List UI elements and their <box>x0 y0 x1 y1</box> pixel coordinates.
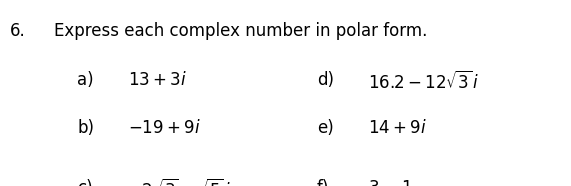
Text: d): d) <box>317 71 334 89</box>
Text: 6.: 6. <box>10 22 26 40</box>
Text: $\dfrac{3}{4}-\dfrac{1}{5}\,i$: $\dfrac{3}{4}-\dfrac{1}{5}\,i$ <box>368 179 423 186</box>
Text: $14+9i$: $14+9i$ <box>368 119 427 137</box>
Text: $13+3i$: $13+3i$ <box>128 71 187 89</box>
Text: $-2\sqrt{3}-\sqrt{5}\,i$: $-2\sqrt{3}-\sqrt{5}\,i$ <box>128 179 231 186</box>
Text: Express each complex number in polar form.: Express each complex number in polar for… <box>54 22 428 40</box>
Text: $-19+9i$: $-19+9i$ <box>128 119 201 137</box>
Text: e): e) <box>317 119 333 137</box>
Text: a): a) <box>77 71 94 89</box>
Text: $16.2-12\sqrt{3}\,i$: $16.2-12\sqrt{3}\,i$ <box>368 71 480 93</box>
Text: b): b) <box>77 119 94 137</box>
Text: c): c) <box>77 179 93 186</box>
Text: f): f) <box>317 179 329 186</box>
